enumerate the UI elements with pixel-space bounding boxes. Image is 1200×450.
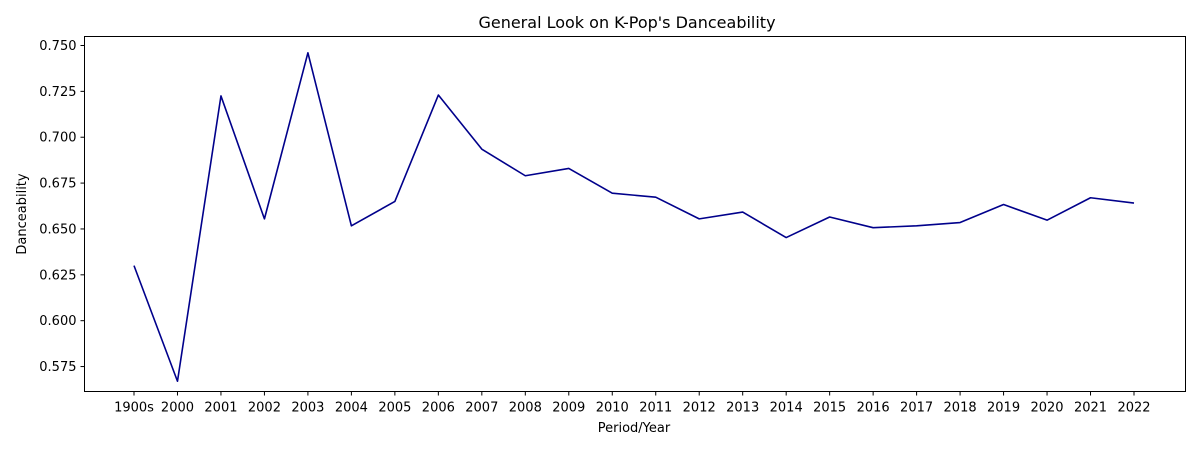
x-tick-label: 2008 [509,401,542,416]
y-axis-label: Danceability [15,173,30,255]
y-tick-label: 0.650 [39,222,76,237]
y-tick-label: 0.750 [39,39,76,54]
x-tick-label: 2011 [639,401,672,416]
y-axis-ticks: 0.575 0.600 0.625 0.650 0.675 0.700 0.725 0.750 [39,39,85,375]
x-tick-label: 2017 [900,401,933,416]
x-tick-label: 2003 [291,401,324,416]
x-tick-label: 2007 [465,401,498,416]
x-tick-label: 2005 [378,401,411,416]
y-tick-label: 0.625 [39,268,76,283]
y-tick-label: 0.725 [39,85,76,100]
y-tick-label: 0.600 [39,314,76,329]
y-tick-label: 0.575 [39,360,76,375]
x-tick-label: 2006 [422,401,455,416]
x-tick-label: 2013 [726,401,759,416]
x-tick-label: 2019 [987,401,1020,416]
chart-title: General Look on K-Pop's Danceability [478,13,775,32]
x-tick-label: 2002 [248,401,281,416]
x-tick-label: 2018 [944,401,977,416]
x-tick-label: 2001 [204,401,237,416]
y-tick-label: 0.675 [39,177,76,192]
x-tick-label: 2004 [335,401,368,416]
x-tick-label: 2020 [1030,401,1063,416]
x-tick-label: 2021 [1074,401,1107,416]
y-tick-label: 0.700 [39,131,76,146]
x-axis-label: Period/Year [598,421,671,436]
x-tick-label: 2000 [161,401,194,416]
x-tick-label: 2009 [552,401,585,416]
x-axis-ticks: 1900s 2000 2001 2002 2003 2004 2005 2006 2007 200… [114,391,1151,416]
x-tick-label: 2022 [1117,401,1150,416]
x-tick-label: 2012 [683,401,716,416]
x-tick-label: 1900s [114,401,154,416]
x-tick-label: 2016 [857,401,890,416]
x-tick-label: 2010 [596,401,629,416]
x-tick-label: 2015 [813,401,846,416]
plot-area-frame [84,36,1186,392]
x-tick-label: 2014 [770,401,803,416]
danceability-line [133,52,1135,383]
